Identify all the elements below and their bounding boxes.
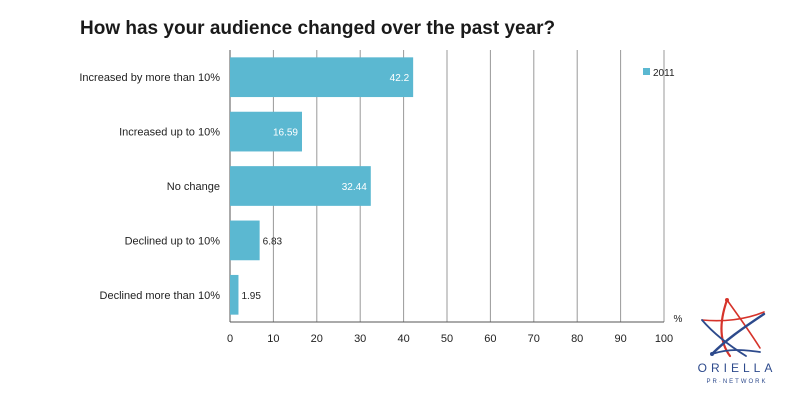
x-tick-label-40: 40 (397, 333, 409, 345)
bar-3 (230, 220, 260, 261)
x-tick-labels: 0 10 20 30 40 50 60 70 80 90 100 (227, 333, 673, 345)
x-tick-label-90: 90 (614, 333, 626, 345)
logo-subtitle: PR·NETWORK (707, 379, 768, 385)
bar-value-label-2: 32.44 (342, 182, 367, 193)
category-labels: Increased by more than 10% Increased up t… (79, 72, 220, 302)
bar-value-label-4: 1.95 (241, 291, 261, 302)
category-label-0: Increased by more than 10% (79, 72, 220, 84)
bars: 42.2 16.59 32.44 6.83 1.95 (230, 57, 414, 315)
category-label-1: Increased up to 10% (119, 127, 220, 139)
x-tick-label-80: 80 (571, 333, 583, 345)
bar-value-label-3: 6.83 (263, 236, 283, 247)
bar-0 (230, 57, 414, 98)
bar-4 (230, 274, 239, 315)
x-tick-label-30: 30 (354, 333, 366, 345)
bar-value-label-1: 16.59 (273, 128, 298, 139)
x-tick-label-60: 60 (484, 333, 496, 345)
category-label-2: No change (167, 181, 220, 193)
legend: 2011 (643, 68, 675, 79)
x-tick-label-10: 10 (267, 333, 279, 345)
x-axis-unit-label: % (674, 314, 683, 325)
bar-1 (230, 111, 303, 152)
x-tick-label-0: 0 (227, 333, 233, 345)
x-tick-label-50: 50 (441, 333, 453, 345)
bar-value-label-0: 42.2 (390, 73, 410, 84)
x-tick-label-70: 70 (528, 333, 540, 345)
legend-label-2011: 2011 (653, 68, 675, 79)
category-label-4: Declined more than 10% (100, 290, 221, 302)
oriella-logo: ORIELLA PR·NETWORK (698, 298, 777, 385)
chart-title: How has your audience changed over the p… (80, 18, 556, 39)
category-label-3: Declined up to 10% (125, 235, 221, 247)
logo-wordmark: ORIELLA (698, 361, 777, 375)
legend-swatch-2011 (643, 68, 650, 75)
x-tick-label-100: 100 (655, 333, 673, 345)
x-tick-label-20: 20 (311, 333, 323, 345)
bar-2 (230, 166, 371, 206)
star-icon (701, 298, 766, 358)
